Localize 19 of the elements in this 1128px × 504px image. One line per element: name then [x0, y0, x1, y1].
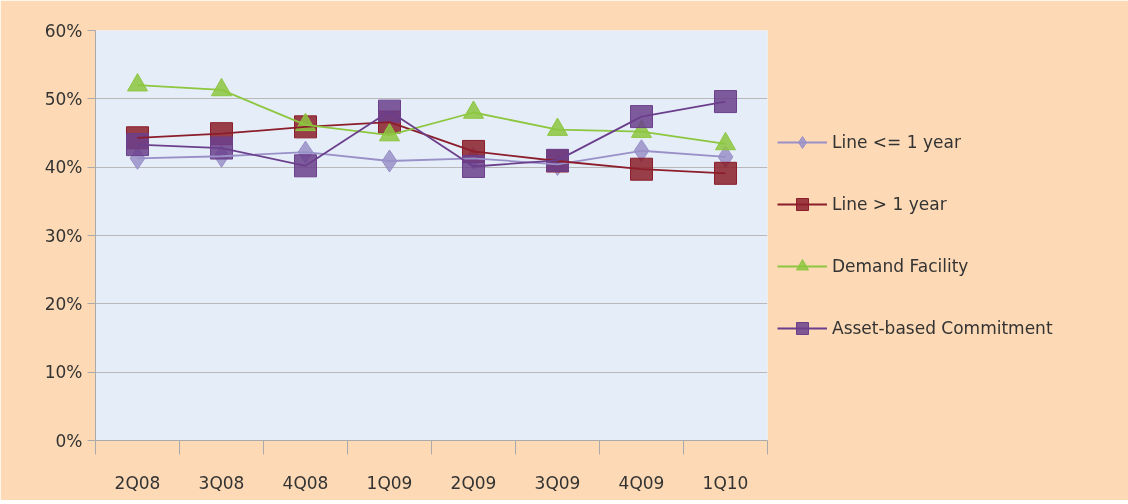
legend-label: Asset-based Commitment — [832, 318, 1053, 338]
legend-label: Demand Facility — [832, 256, 969, 276]
legend-label: Line > 1 year — [832, 194, 947, 214]
legend-label: Line <= 1 year — [832, 132, 961, 152]
y-tick-label: 50% — [44, 88, 83, 109]
x-tick-label: 3Q08 — [198, 472, 245, 493]
x-tick-label: 4Q08 — [282, 472, 329, 493]
y-tick-label: 20% — [44, 293, 83, 314]
x-tick-label: 2Q09 — [450, 472, 497, 493]
y-tick-label: 40% — [44, 157, 83, 178]
y-tick-label: 60% — [44, 20, 83, 41]
y-tick-label: 10% — [44, 362, 83, 383]
x-tick-label: 2Q08 — [114, 472, 161, 493]
x-tick-label: 1Q09 — [366, 472, 413, 493]
y-tick-label: 0% — [55, 430, 83, 451]
x-tick-label: 3Q09 — [534, 472, 581, 493]
y-tick-label: 30% — [44, 225, 83, 246]
x-tick-label: 1Q10 — [702, 472, 749, 493]
x-tick-label: 4Q09 — [618, 472, 665, 493]
